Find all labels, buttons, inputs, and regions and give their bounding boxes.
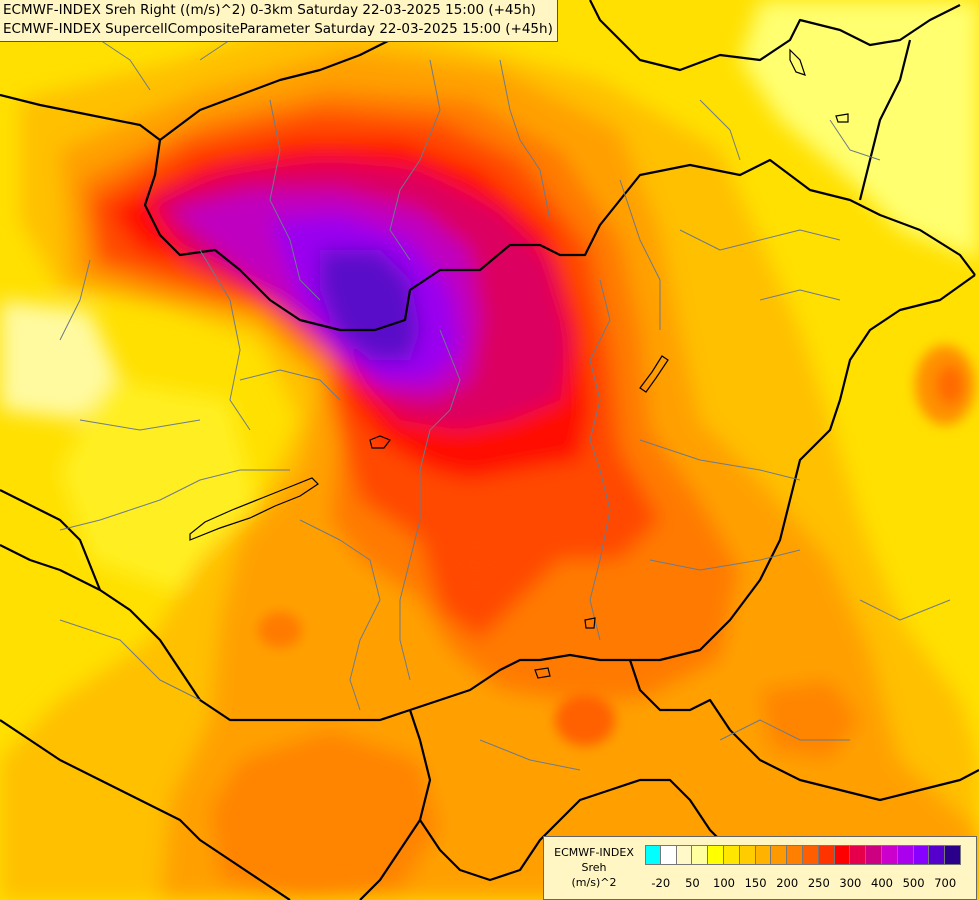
contour-indigo — [320, 250, 420, 360]
region-borders — [59, 0, 951, 771]
lakes — [189, 48, 849, 679]
legend-unit: (m/s)^2 — [571, 876, 617, 889]
legend-model: ECMWF-INDEX — [554, 846, 634, 859]
legend-tick-label: 250 — [807, 876, 830, 890]
legend-tick-label: 700 — [934, 876, 957, 890]
legend-swatch — [771, 845, 788, 865]
legend-label: ECMWF-INDEX Sreh (m/s)^2 — [548, 845, 640, 890]
legend-swatch — [945, 845, 961, 865]
legend-swatch — [802, 845, 819, 865]
contour-light-yellow-west — [0, 300, 120, 420]
legend-swatch — [739, 845, 756, 865]
legend-tick-label: 300 — [839, 876, 862, 890]
legend-ticks: -20 50 100 150 200 250 300 400 500 700 — [645, 876, 975, 892]
legend-swatch — [897, 845, 914, 865]
title-line-scp: ECMWF-INDEX SupercellCompositeParameter … — [3, 21, 553, 37]
legend-swatch — [929, 845, 946, 865]
legend-swatch — [723, 845, 740, 865]
legend-swatch — [913, 845, 930, 865]
legend-tick-label: 50 — [685, 876, 700, 890]
legend-swatch — [676, 845, 693, 865]
contour-orange-dark-south — [210, 730, 440, 900]
legend-tick-label: 200 — [776, 876, 799, 890]
title-line-sreh: ECMWF-INDEX Sreh Right ((m/s)^2) 0-3km S… — [3, 2, 536, 18]
legend-parameter: Sreh — [581, 861, 607, 874]
color-legend: ECMWF-INDEX Sreh (m/s)^2 -20 50 100 150 200 2… — [543, 836, 977, 900]
legend-swatch — [881, 845, 898, 865]
legend-swatch — [660, 845, 677, 865]
legend-swatch — [787, 845, 803, 865]
legend-tick-label: 100 — [713, 876, 735, 890]
legend-tick-label: 500 — [902, 876, 925, 890]
legend-swatch — [645, 845, 661, 865]
contour-yellow-center-west — [60, 380, 260, 600]
legend-swatch — [834, 845, 851, 865]
legend-swatch — [692, 845, 709, 865]
legend-swatch — [850, 845, 867, 865]
legend-swatch — [708, 845, 724, 865]
legend-swatch — [866, 845, 882, 865]
legend-swatch — [818, 845, 835, 865]
legend-tick-label: 400 — [871, 876, 893, 890]
legend-swatch — [755, 845, 772, 865]
legend-tick-label: 150 — [744, 876, 767, 890]
contour-light-yellow-east — [740, 0, 979, 260]
legend-color-bar — [645, 845, 961, 865]
map-title-box: ECMWF-INDEX Sreh Right ((m/s)^2) 0-3km S… — [0, 0, 558, 42]
sreh-spots — [258, 345, 975, 746]
legend-tick-label: -20 — [651, 876, 671, 890]
